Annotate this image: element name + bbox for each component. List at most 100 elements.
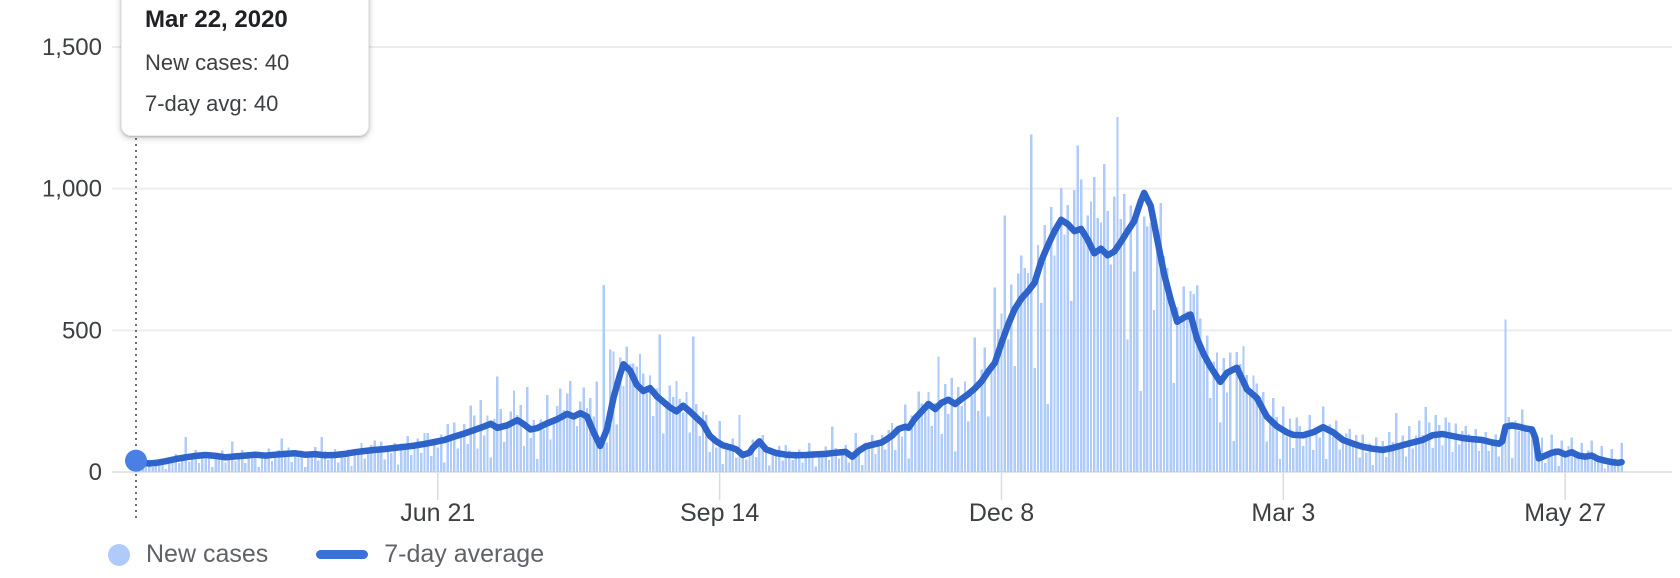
new-cases-bar xyxy=(1438,425,1441,472)
new-cases-bar xyxy=(1159,202,1162,473)
new-cases-bar xyxy=(453,422,456,472)
new-cases-bar xyxy=(532,420,536,472)
new-cases-bar xyxy=(337,462,340,472)
new-cases-bar xyxy=(638,354,642,472)
new-cases-bar xyxy=(924,410,927,472)
new-cases-bar xyxy=(993,287,996,472)
chart-legend: New cases 7-day average xyxy=(108,540,544,569)
new-cases-bar xyxy=(565,393,569,472)
new-cases-bar xyxy=(1093,176,1096,473)
new-cases-bar xyxy=(794,453,798,472)
new-cases-bar xyxy=(1388,431,1391,472)
new-cases-bar xyxy=(1043,224,1046,472)
new-cases-bar xyxy=(1497,456,1501,472)
new-cases-bar xyxy=(413,447,416,472)
new-cases-bar xyxy=(234,461,237,472)
new-cases-bar xyxy=(201,455,204,472)
new-cases-bar xyxy=(599,447,602,472)
new-cases-bar xyxy=(1199,318,1202,472)
new-cases-bar xyxy=(1146,226,1149,472)
new-cases-bar xyxy=(1404,456,1408,472)
new-cases-bar xyxy=(1149,223,1152,472)
new-cases-bar xyxy=(685,392,688,472)
new-cases-bar xyxy=(1457,444,1461,472)
new-cases-bar xyxy=(744,459,748,472)
new-cases-bar xyxy=(1069,300,1073,472)
new-cases-bar xyxy=(900,436,904,472)
new-cases-bar xyxy=(1169,293,1172,472)
new-cases-bar xyxy=(433,442,436,472)
new-cases-bar xyxy=(552,423,555,472)
new-cases-bar xyxy=(1494,434,1497,472)
new-cases-bar xyxy=(827,460,831,472)
new-cases-bar xyxy=(1255,383,1258,472)
new-cases-bar xyxy=(1225,392,1229,472)
new-cases-bar xyxy=(1020,255,1023,473)
new-cases-bar xyxy=(967,421,970,472)
new-cases-bar xyxy=(738,414,741,472)
new-cases-bar xyxy=(386,448,390,472)
new-cases-bar xyxy=(688,432,691,472)
new-cases-bar xyxy=(1391,441,1394,472)
new-cases-bar xyxy=(1617,466,1620,472)
new-cases-bar xyxy=(1573,454,1577,472)
highlighted-point-marker[interactable] xyxy=(125,449,147,472)
new-cases-bar xyxy=(284,452,287,472)
new-cases-bar xyxy=(681,412,685,472)
new-cases-bar xyxy=(168,458,171,472)
new-cases-bar xyxy=(595,381,599,472)
new-cases-bar xyxy=(489,457,492,472)
y-axis-label: 1,500 xyxy=(42,34,102,61)
new-cases-bar xyxy=(761,435,764,472)
new-cases-bar xyxy=(211,467,214,472)
new-cases-bar xyxy=(1308,414,1312,472)
new-cases-bar xyxy=(897,428,900,472)
new-cases-bar xyxy=(937,356,940,472)
new-cases-bar xyxy=(1252,375,1255,472)
new-cases-bar xyxy=(1050,207,1053,472)
new-cases-bar xyxy=(446,423,449,472)
new-cases-bar xyxy=(890,423,894,472)
new-cases-bar xyxy=(728,449,731,472)
new-cases-bar xyxy=(294,453,297,472)
new-cases-bar xyxy=(542,429,546,472)
new-cases-bar xyxy=(307,451,310,472)
y-axis-label: 500 xyxy=(62,317,102,344)
new-cases-bar xyxy=(801,462,804,472)
new-cases-bar xyxy=(1375,437,1378,472)
new-cases-bar xyxy=(1139,390,1142,472)
new-cases-bar xyxy=(652,416,655,472)
new-cases-bar xyxy=(1577,451,1580,472)
new-cases-bar xyxy=(960,406,963,472)
new-cases-bar xyxy=(980,369,983,472)
new-cases-bar xyxy=(1603,468,1607,472)
new-cases-bar xyxy=(1481,441,1484,472)
new-cases-bar xyxy=(161,459,164,472)
new-cases-bar xyxy=(1162,256,1166,472)
new-cases-bar xyxy=(1222,358,1225,472)
new-cases-bar xyxy=(1321,406,1325,472)
new-cases-bar xyxy=(439,434,443,472)
new-cases-bar xyxy=(847,462,851,472)
new-cases-bar xyxy=(562,410,565,472)
new-cases-bar xyxy=(1315,430,1318,472)
new-cases-bar xyxy=(1129,205,1132,472)
new-cases-bar xyxy=(1229,352,1232,472)
new-cases-bar xyxy=(834,447,837,472)
new-cases-bar xyxy=(1345,433,1348,472)
new-cases-bar xyxy=(1006,339,1010,472)
new-cases-bar xyxy=(1073,190,1076,472)
new-cases-bar xyxy=(549,439,552,472)
new-cases-bar xyxy=(1292,447,1295,472)
new-cases-bar xyxy=(1205,335,1209,472)
new-cases-bar xyxy=(1172,383,1176,472)
new-cases-bar xyxy=(240,450,244,472)
new-cases-bar xyxy=(821,455,824,472)
new-cases-bar xyxy=(456,448,459,472)
new-cases-bar xyxy=(887,429,890,472)
new-cases-bar xyxy=(754,457,758,472)
new-cases-bar xyxy=(1358,457,1361,472)
new-cases-bar xyxy=(791,460,794,472)
new-cases-bar xyxy=(290,461,294,472)
